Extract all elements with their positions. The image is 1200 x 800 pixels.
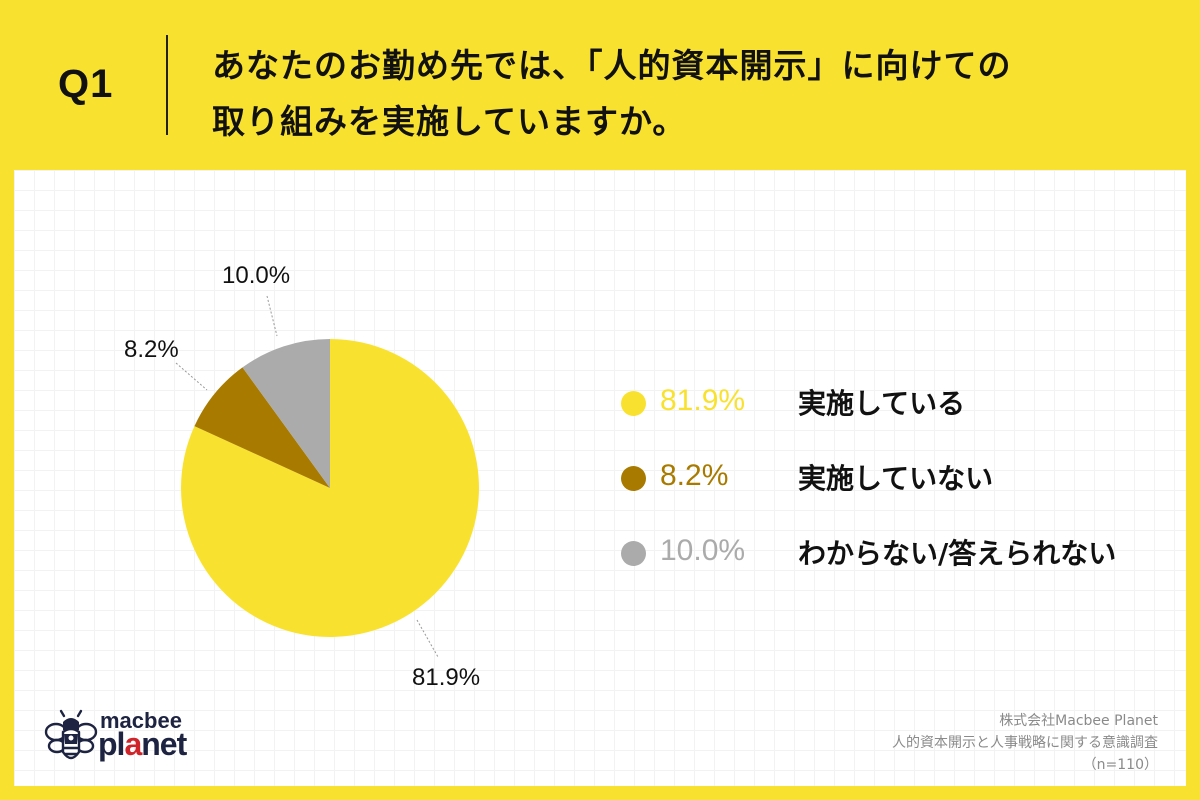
pie-slice-unknown: [242, 339, 330, 488]
logo-wordmark-macbee: macbee: [100, 708, 182, 733]
legend-dot-icon: [621, 466, 646, 491]
logo-wordmark-planet: planet: [98, 726, 187, 763]
source-note: 株式会社Macbee Planet 人的資本開示と人事戦略に関する意識調査 （n…: [892, 710, 1158, 776]
legend-percent: 8.2%: [660, 459, 729, 492]
legend-percent: 81.9%: [660, 384, 746, 417]
source-sample-size: （n=110）: [1082, 757, 1158, 773]
logo-text: net: [141, 726, 187, 762]
pie-label-unknown: 10.0%: [222, 262, 291, 289]
pie-label-implemented: 81.9%: [412, 664, 481, 691]
legend-label: 実施している: [798, 387, 966, 420]
pie-label-not-implemented: 8.2%: [124, 336, 179, 363]
logo-text-accent: a: [124, 726, 142, 762]
legend-dot-icon: [621, 541, 646, 566]
pie-slice-not-implemented: [194, 367, 330, 488]
legend-label: 実施していない: [798, 462, 994, 495]
source-survey: 人的資本開示と人事戦略に関する意識調査: [892, 735, 1158, 751]
question-title: あなたのお勤め先では、「人的資本開示」に向けての 取り組みを実施していますか。: [212, 38, 1012, 150]
leader-line-unknown: [266, 295, 278, 337]
chart-card: 10.0% 8.2% 81.9%: [14, 170, 1186, 786]
legend-dot-icon: [621, 391, 646, 416]
question-title-line-1: あなたのお勤め先では、「人的資本開示」に向けての: [212, 46, 1012, 85]
legend-label: わからない/答えられない: [798, 537, 1117, 570]
leader-line-implemented: [416, 619, 439, 658]
leader-line-not-implemented: [175, 362, 208, 391]
legend-percent: 10.0%: [660, 534, 746, 567]
question-title-line-2: 取り組みを実施していますか。: [212, 102, 687, 141]
header-divider: [166, 35, 168, 135]
pie-slices: [180, 339, 479, 637]
question-number: Q1: [58, 62, 114, 106]
source-company: 株式会社Macbee Planet: [999, 713, 1158, 729]
bee-icon: [44, 709, 98, 760]
company-logo: macbee planet: [44, 708, 214, 768]
logo-text: pl: [98, 726, 125, 762]
pie-chart: [175, 295, 479, 658]
